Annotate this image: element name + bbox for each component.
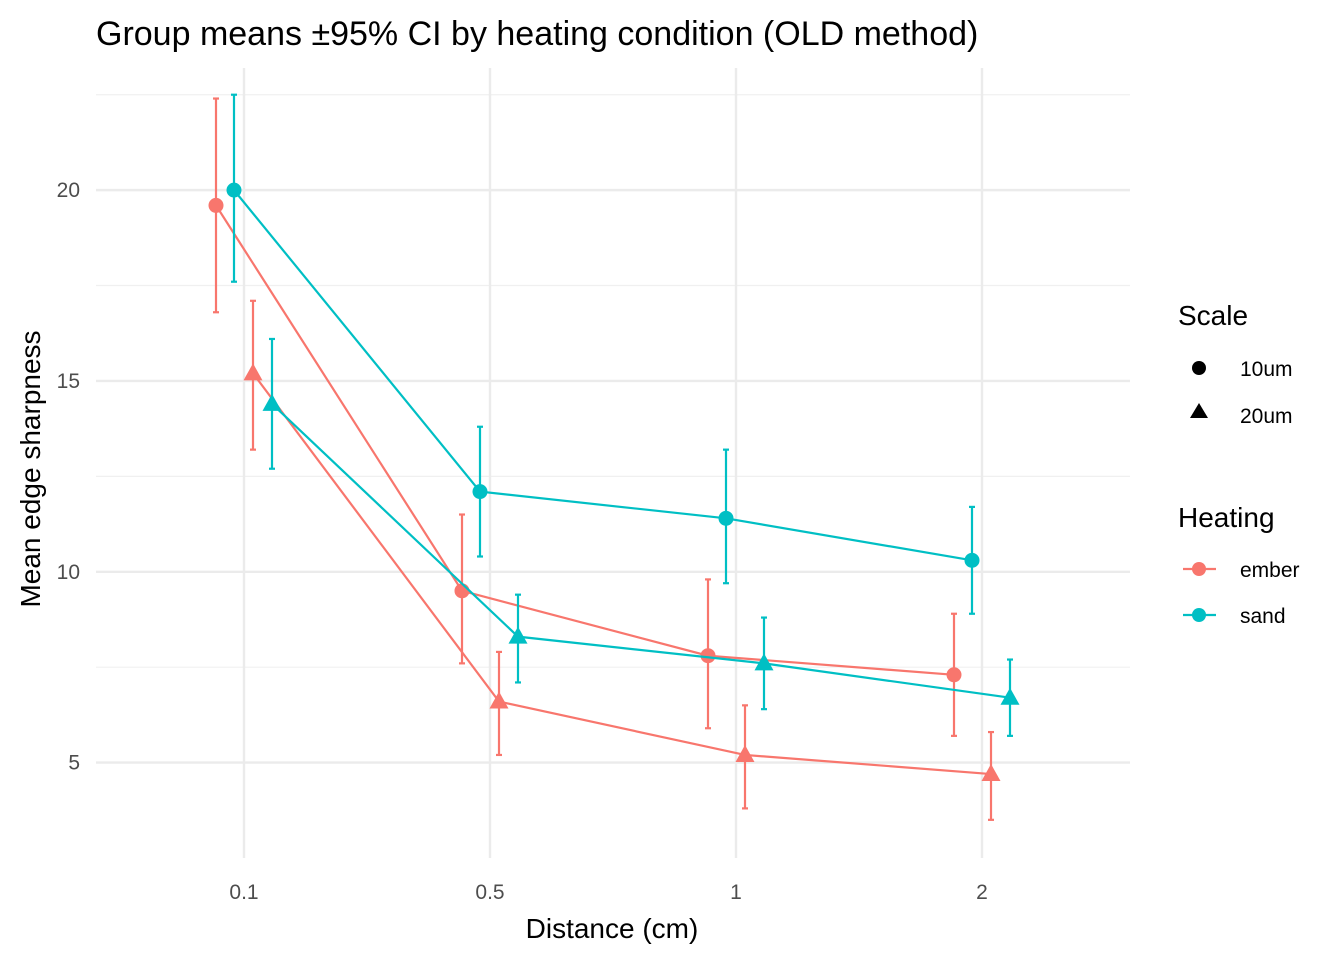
x-tick-label: 2 (976, 881, 988, 904)
data-point (243, 363, 263, 381)
series-line (215, 204, 955, 676)
y-tick-label: 10 (57, 561, 80, 584)
legend-heating: Heating ember sand (1178, 502, 1300, 628)
x-axis-title: Distance (cm) (526, 913, 699, 944)
data-point (262, 393, 282, 411)
plot-marks (208, 93, 1020, 821)
data-point (226, 182, 242, 198)
series-sand-10um (226, 93, 980, 615)
y-tick-label: 15 (57, 370, 80, 393)
plot-grid (96, 68, 1130, 858)
legend-heating-title: Heating (1178, 502, 1275, 533)
data-point (964, 552, 980, 568)
series-line (233, 189, 973, 562)
series-line (252, 372, 992, 776)
legend-heating-label-ember: ember (1240, 559, 1300, 582)
data-point (700, 648, 716, 664)
chart-title: Group means ±95% CI by heating condition… (96, 15, 978, 53)
data-point (508, 626, 528, 644)
x-tick-label: 1 (730, 881, 742, 904)
legend-sand-dot (1192, 608, 1206, 622)
legend-scale: Scale 10um 20um (1178, 300, 1293, 428)
y-tick-label: 20 (57, 179, 80, 202)
data-point (208, 197, 224, 213)
y-tick-label: 5 (68, 752, 80, 775)
y-axis-title: Mean edge sharpness (15, 330, 46, 607)
legend-ember-dot (1192, 562, 1206, 576)
x-tick-label: 0.1 (229, 881, 258, 904)
legend-scale-title: Scale (1178, 300, 1248, 331)
legend-triangle-key (1190, 403, 1208, 418)
legend-scale-label-20um: 20um (1240, 405, 1293, 428)
series-ember-10um (208, 97, 962, 737)
legend-heating-label-sand: sand (1240, 605, 1286, 628)
data-point (946, 667, 962, 683)
legend-scale-label-10um: 10um (1240, 358, 1293, 381)
data-point (489, 691, 509, 709)
data-point (754, 653, 774, 671)
data-point (472, 484, 488, 500)
series-line (271, 403, 1011, 699)
data-point (981, 764, 1001, 782)
data-point (1000, 687, 1020, 705)
data-point (454, 583, 470, 599)
x-tick-label: 0.5 (475, 881, 504, 904)
y-axis-ticks: 5 10 15 20 (57, 179, 80, 774)
series-sand-20um (262, 337, 1020, 737)
data-point (718, 510, 734, 526)
legend-circle-key (1192, 361, 1206, 375)
series-ember-20um (243, 299, 1001, 821)
data-point (735, 744, 755, 762)
x-axis-ticks: 0.1 0.5 1 2 (229, 881, 987, 904)
